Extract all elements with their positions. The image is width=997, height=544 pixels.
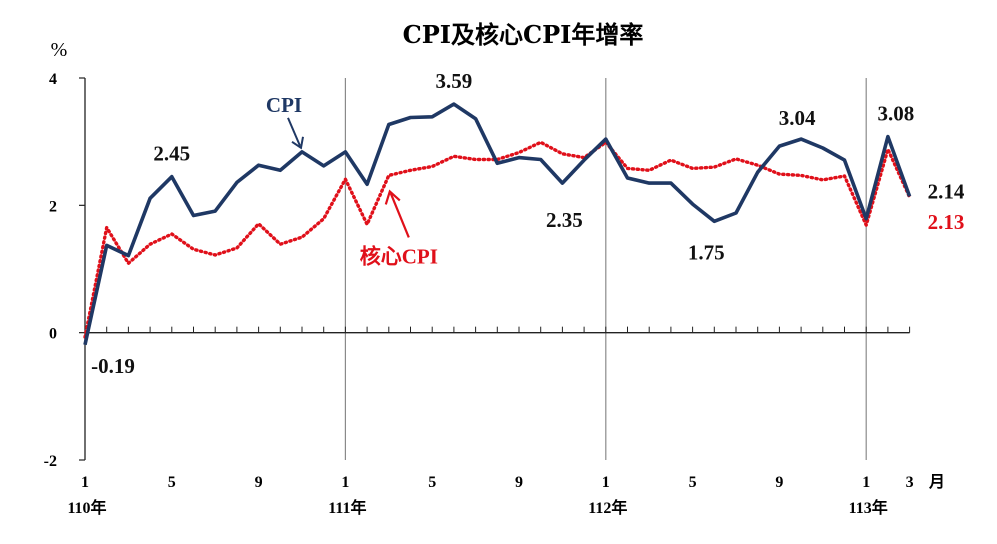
core-cpi-series-line <box>83 140 912 339</box>
data-label: 3.08 <box>878 102 915 126</box>
x-year-label: 113年 <box>849 498 888 517</box>
data-label: 2.13 <box>928 210 965 234</box>
x-tick-label: 9 <box>775 474 783 491</box>
x-year-label: 111年 <box>328 498 366 517</box>
x-tick-label: 1 <box>862 474 870 491</box>
core-cpi-arrow-head <box>384 189 401 205</box>
x-tick-label: 1 <box>81 474 89 491</box>
cpi-series-line <box>83 102 912 346</box>
y-axis-unit: % <box>51 39 68 61</box>
data-label: 1.75 <box>688 240 725 264</box>
x-tick-label: 5 <box>428 474 436 491</box>
x-tick-label: 3 <box>906 474 914 491</box>
cpi-label-arrow <box>287 117 301 147</box>
y-tick-label: 0 <box>49 326 57 343</box>
core-cpi-label-arrow <box>389 192 410 238</box>
data-label: -0.19 <box>91 354 135 378</box>
cpi-arrow-head <box>291 136 304 150</box>
x-axis-unit: 月 <box>928 473 945 491</box>
chart-title: CPI及核心CPI年增率 <box>403 20 644 49</box>
y-tick-label: -2 <box>44 453 57 470</box>
y-tick-label: 2 <box>49 198 57 215</box>
x-year-label: 112年 <box>588 498 627 517</box>
core-cpi-series-label: 核心CPI <box>360 244 438 268</box>
x-tick-label: 5 <box>168 474 176 491</box>
y-tick-label: 4 <box>49 71 57 88</box>
data-label: 3.04 <box>779 106 816 130</box>
x-tick-label: 9 <box>255 474 263 491</box>
x-tick-label: 5 <box>689 474 697 491</box>
data-label: 2.35 <box>546 208 583 232</box>
data-label: 2.14 <box>928 179 965 203</box>
data-label: 2.45 <box>153 142 190 166</box>
x-tick-label: 1 <box>602 474 610 491</box>
cpi-series-label: CPI <box>266 93 302 117</box>
data-label: 3.59 <box>436 69 473 93</box>
x-tick-label: 9 <box>515 474 523 491</box>
x-year-label: 110年 <box>67 498 106 517</box>
x-tick-label: 1 <box>341 474 349 491</box>
